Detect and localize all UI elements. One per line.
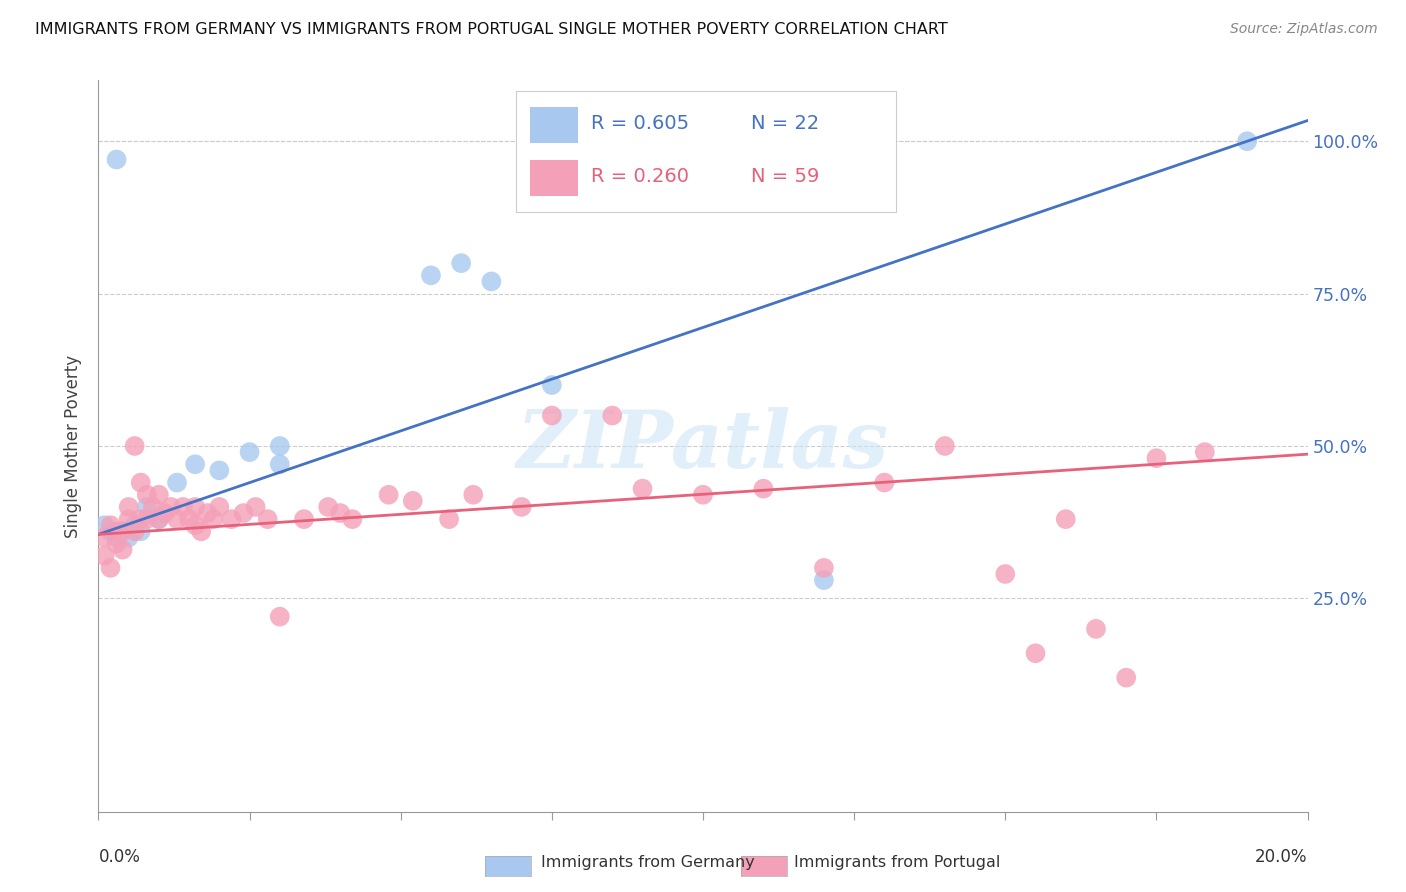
Text: 0.0%: 0.0%	[98, 848, 141, 866]
Point	[221, 512, 243, 526]
Point	[994, 567, 1017, 582]
Point	[105, 530, 128, 544]
Point	[1054, 512, 1077, 526]
Text: Source: ZipAtlas.com: Source: ZipAtlas.com	[1230, 22, 1378, 37]
Y-axis label: Single Mother Poverty: Single Mother Poverty	[65, 354, 83, 538]
Point	[208, 500, 231, 514]
Point	[202, 512, 225, 526]
Point	[329, 506, 352, 520]
Point	[160, 500, 183, 514]
Point	[510, 500, 533, 514]
Point	[111, 524, 134, 539]
Point	[172, 500, 194, 514]
Point	[148, 488, 170, 502]
Point	[256, 512, 278, 526]
Point	[208, 463, 231, 477]
Point	[105, 153, 128, 167]
Point	[269, 609, 291, 624]
Point	[450, 256, 472, 270]
Point	[100, 518, 122, 533]
Point	[813, 561, 835, 575]
Point	[148, 512, 170, 526]
Point	[540, 409, 562, 423]
Point	[129, 524, 152, 539]
Point	[93, 549, 115, 563]
Point	[752, 482, 775, 496]
Point	[166, 475, 188, 490]
Point	[437, 512, 460, 526]
Point	[631, 482, 654, 496]
Point	[129, 475, 152, 490]
Point	[100, 524, 122, 539]
Point	[148, 512, 170, 526]
Point	[873, 475, 896, 490]
FancyBboxPatch shape	[530, 107, 578, 144]
Point	[111, 524, 134, 539]
Point	[813, 573, 835, 587]
Point	[540, 378, 562, 392]
Point	[1115, 671, 1137, 685]
Point	[93, 530, 115, 544]
Point	[602, 409, 624, 423]
Point	[184, 518, 207, 533]
Point	[934, 439, 956, 453]
Point	[239, 445, 262, 459]
Text: R = 0.260: R = 0.260	[591, 167, 689, 186]
Point	[105, 536, 128, 550]
Point	[1085, 622, 1108, 636]
Point	[1144, 451, 1167, 466]
Point	[142, 500, 165, 514]
Point	[1024, 646, 1046, 660]
Text: Immigrants from Portugal: Immigrants from Portugal	[794, 855, 1001, 870]
Point	[292, 512, 315, 526]
Point	[195, 506, 218, 520]
Point	[377, 488, 399, 502]
Point	[245, 500, 267, 514]
Point	[105, 524, 128, 539]
Text: IMMIGRANTS FROM GERMANY VS IMMIGRANTS FROM PORTUGAL SINGLE MOTHER POVERTY CORREL: IMMIGRANTS FROM GERMANY VS IMMIGRANTS FR…	[35, 22, 948, 37]
Point	[135, 500, 157, 514]
Text: Immigrants from Germany: Immigrants from Germany	[541, 855, 755, 870]
Point	[166, 512, 188, 526]
Point	[190, 524, 212, 539]
Point	[402, 494, 425, 508]
Point	[179, 512, 201, 526]
Point	[232, 506, 254, 520]
Point	[93, 518, 115, 533]
Point	[135, 488, 157, 502]
FancyBboxPatch shape	[530, 160, 578, 196]
Point	[118, 512, 141, 526]
Point	[184, 500, 207, 514]
Text: 20.0%: 20.0%	[1256, 848, 1308, 866]
Point	[692, 488, 714, 502]
Point	[1236, 134, 1258, 148]
Point	[184, 458, 207, 472]
Point	[342, 512, 364, 526]
Text: R = 0.605: R = 0.605	[591, 114, 689, 133]
Point	[420, 268, 443, 283]
Point	[269, 458, 291, 472]
Text: ZIPatlas: ZIPatlas	[517, 408, 889, 484]
Point	[1194, 445, 1216, 459]
Point	[118, 500, 141, 514]
Point	[124, 439, 146, 453]
Point	[124, 524, 146, 539]
Text: N = 59: N = 59	[751, 167, 820, 186]
Point	[135, 512, 157, 526]
Point	[463, 488, 485, 502]
FancyBboxPatch shape	[516, 91, 897, 212]
Point	[316, 500, 339, 514]
Point	[153, 506, 176, 520]
Point	[124, 518, 146, 533]
Point	[118, 530, 141, 544]
Text: N = 22: N = 22	[751, 114, 820, 133]
Point	[269, 439, 291, 453]
Point	[129, 512, 152, 526]
Point	[111, 542, 134, 557]
Point	[481, 275, 503, 289]
Point	[100, 561, 122, 575]
